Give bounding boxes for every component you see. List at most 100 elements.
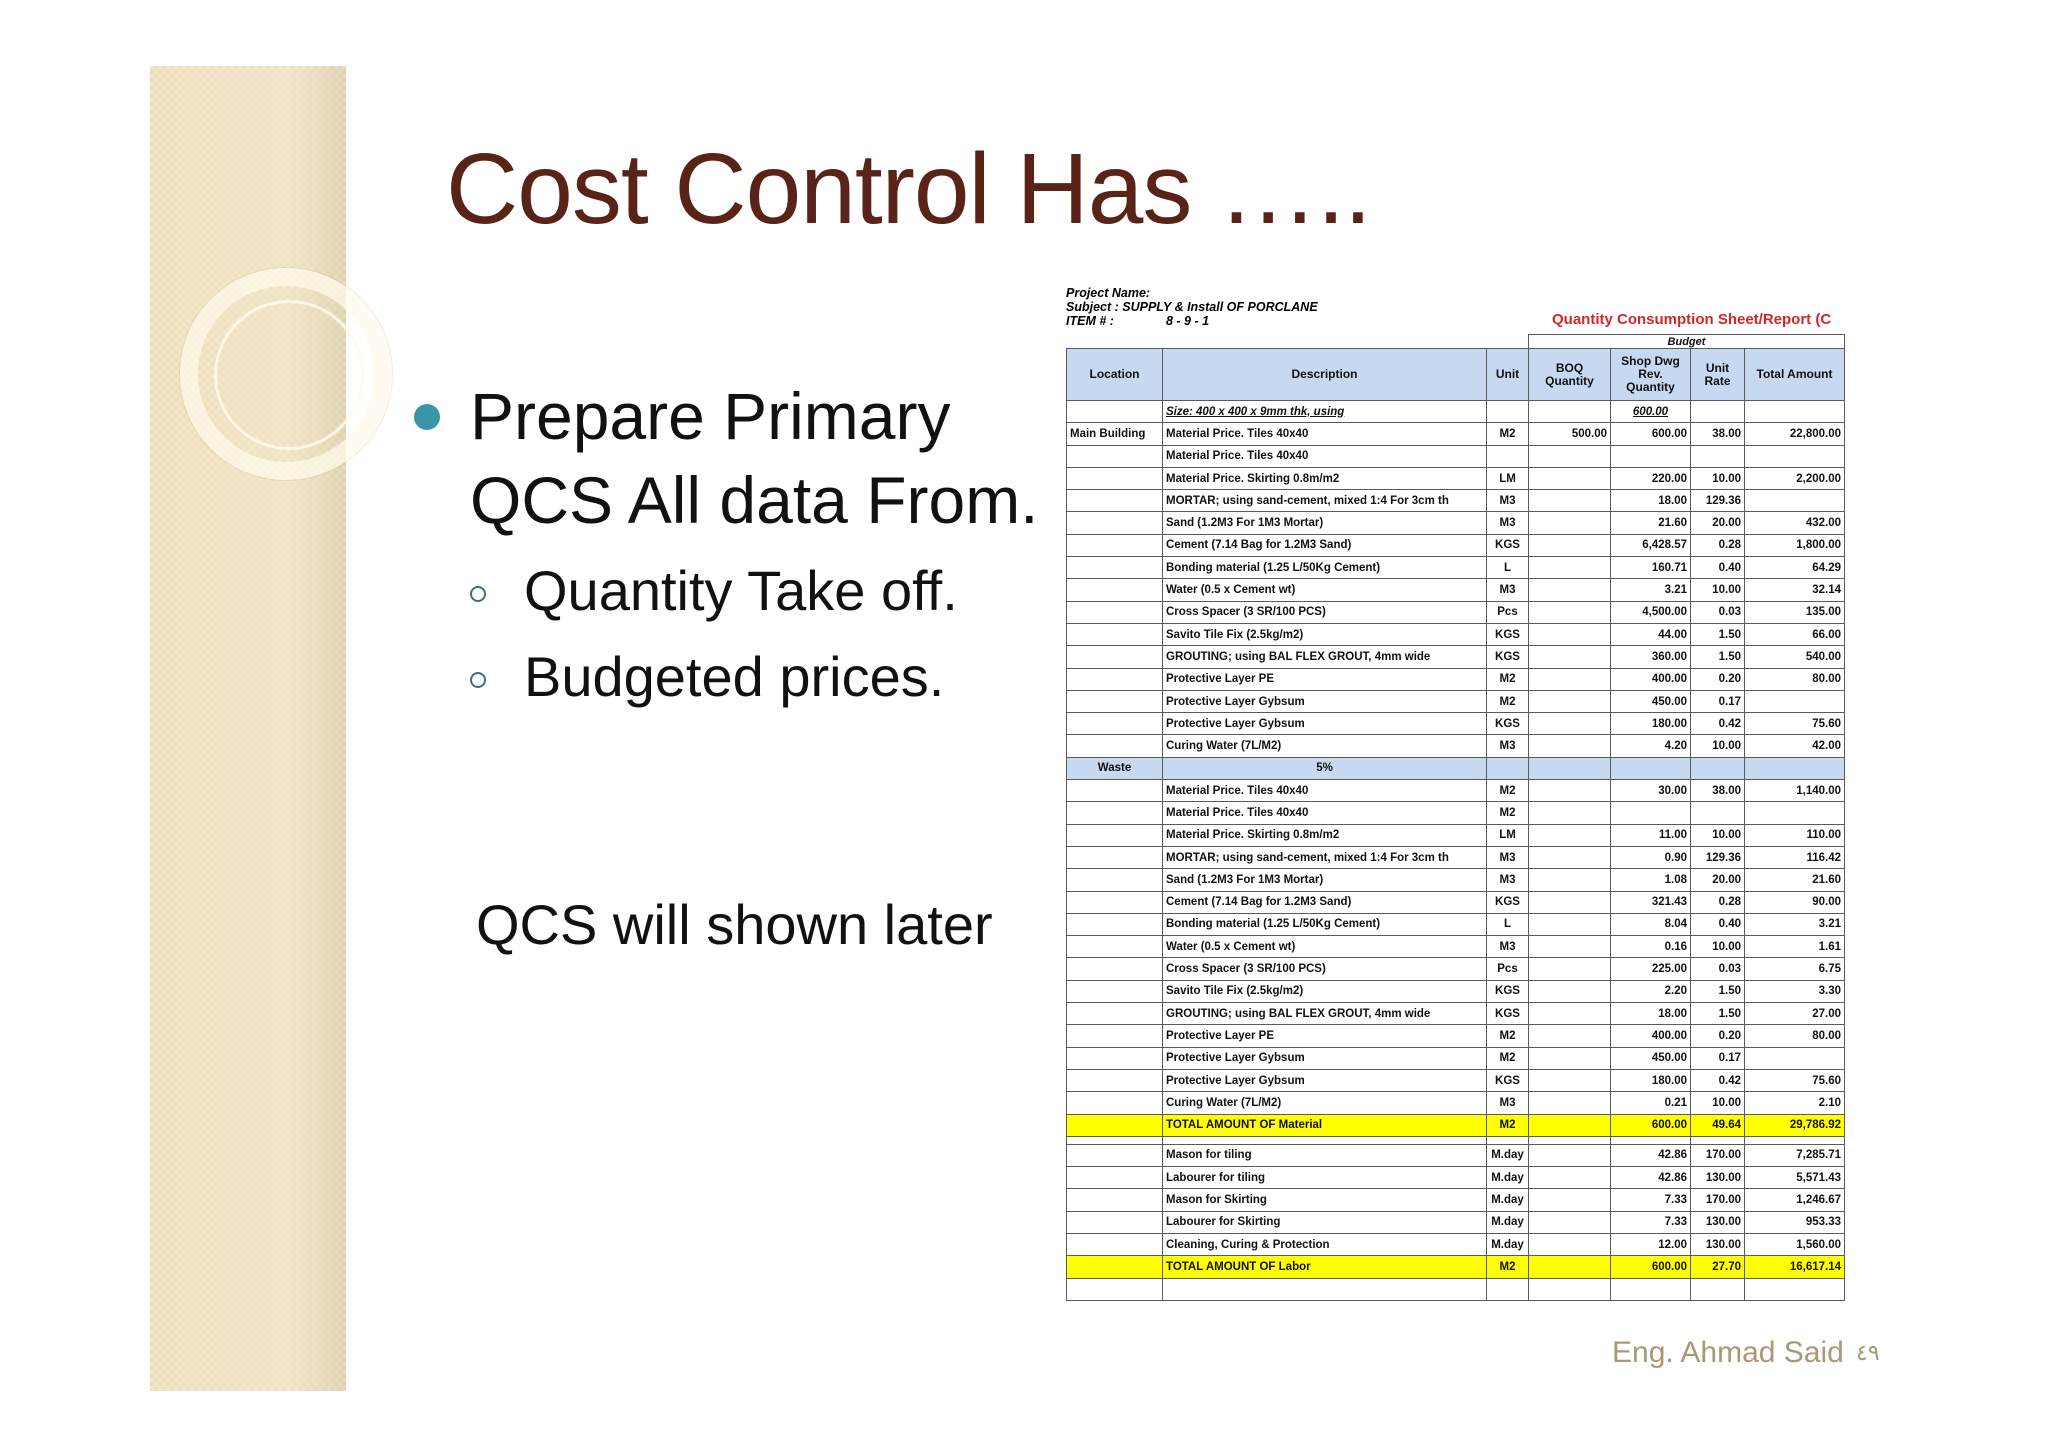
table-cell bbox=[1690, 444, 1745, 468]
table-cell: 400.00 bbox=[1610, 1024, 1691, 1048]
table-row: Mason for Skirting M.day 7.33 170.00 1,246.6… bbox=[1066, 1188, 1845, 1212]
table-cell: 450.00 bbox=[1610, 689, 1691, 714]
table-cell bbox=[1066, 1024, 1163, 1048]
sheet-report-title: Quantity Consumption Sheet/Report (C bbox=[1552, 311, 1832, 328]
table-cell: M3 bbox=[1486, 935, 1529, 959]
table-cell bbox=[1528, 935, 1611, 959]
table-cell: 225.00 bbox=[1610, 957, 1691, 981]
table-cell bbox=[1528, 734, 1611, 758]
table-cell: M2 bbox=[1486, 801, 1529, 825]
table-cell bbox=[1744, 1277, 1845, 1301]
table-row bbox=[1066, 1277, 1845, 1301]
table-cell bbox=[1066, 1232, 1163, 1257]
table-cell: Pcs bbox=[1486, 600, 1529, 624]
table-cell: 0.28 bbox=[1690, 533, 1745, 558]
table-cell bbox=[1744, 1135, 1845, 1145]
table-cell: 66.00 bbox=[1744, 622, 1845, 647]
table-cell bbox=[1528, 578, 1611, 602]
table-cell: 0.42 bbox=[1690, 712, 1745, 736]
table-cell bbox=[1486, 399, 1529, 424]
table-cell: 600.00 bbox=[1610, 399, 1691, 424]
table-cell: LM bbox=[1486, 823, 1529, 847]
table-cell: M2 bbox=[1486, 1113, 1529, 1137]
table-cell: Material Price. Skirting 0.8m/m2 bbox=[1162, 823, 1487, 847]
table-row: GROUTING; using BAL FLEX GROUT, 4mm wide… bbox=[1066, 1002, 1845, 1026]
table-cell: Protective Layer PE bbox=[1162, 667, 1487, 691]
table-cell bbox=[1066, 823, 1163, 847]
table-cell: Mason for tiling bbox=[1162, 1143, 1487, 1168]
table-cell: GROUTING; using BAL FLEX GROUT, 4mm wide bbox=[1162, 1002, 1487, 1026]
table-cell: 38.00 bbox=[1690, 422, 1745, 446]
table-cell bbox=[1528, 912, 1611, 937]
table-cell: Material Price. Skirting 0.8m/m2 bbox=[1162, 466, 1487, 491]
table-cell bbox=[1066, 1135, 1163, 1145]
table-cell bbox=[1066, 1166, 1163, 1190]
table-cell bbox=[1528, 466, 1611, 491]
table-cell: 130.00 bbox=[1690, 1210, 1745, 1234]
table-row: Cement (7.14 Bag for 1.2M3 Sand) KGS 321.4… bbox=[1066, 890, 1845, 914]
table-cell: 0.40 bbox=[1690, 912, 1745, 937]
table-cell: 450.00 bbox=[1610, 1046, 1691, 1070]
table-cell: 3.21 bbox=[1610, 578, 1691, 602]
table-cell bbox=[1066, 912, 1163, 937]
table-cell bbox=[1610, 1135, 1691, 1145]
table-cell bbox=[1690, 801, 1745, 825]
table-cell: 110.00 bbox=[1744, 823, 1845, 847]
table-cell: Protective Layer Gybsum bbox=[1162, 689, 1487, 714]
table-cell bbox=[1066, 511, 1163, 535]
table-cell: L bbox=[1486, 912, 1529, 937]
table-cell: 0.20 bbox=[1690, 1024, 1745, 1048]
table-row: Curing Water (7L/M2) M3 0.21 10.00 2.10 bbox=[1066, 1091, 1845, 1115]
table-cell bbox=[1744, 444, 1845, 468]
table-cell: 7.33 bbox=[1610, 1210, 1691, 1234]
table-cell: M3 bbox=[1486, 489, 1529, 513]
table-row: Bonding material (1.25 L/50Kg Cement) L 16… bbox=[1066, 556, 1845, 580]
table-row: Material Price. Skirting 0.8m/m2 LM 220.00… bbox=[1066, 466, 1845, 491]
table-cell: Bonding material (1.25 L/50Kg Cement) bbox=[1162, 556, 1487, 580]
table-cell: 75.60 bbox=[1744, 712, 1845, 736]
table-cell bbox=[1066, 1113, 1163, 1137]
table-cell bbox=[1066, 1188, 1163, 1212]
col-boq-quantity: BOQ Quantity bbox=[1528, 348, 1611, 401]
table-cell bbox=[1690, 1135, 1745, 1145]
table-row: Bonding material (1.25 L/50Kg Cement) L 8.… bbox=[1066, 912, 1845, 937]
col-unit-rate: Unit Rate bbox=[1690, 348, 1745, 401]
table-cell bbox=[1066, 1277, 1163, 1301]
table-cell bbox=[1162, 1135, 1487, 1145]
table-row: Water (0.5 x Cement wt) M3 0.16 10.00 1.61 bbox=[1066, 935, 1845, 959]
table-cell: 180.00 bbox=[1610, 1068, 1691, 1093]
table-cell bbox=[1744, 1046, 1845, 1070]
table-row: Material Price. Tiles 40x40 M2 30.00 38.00 1… bbox=[1066, 779, 1845, 803]
table-cell bbox=[1528, 622, 1611, 647]
table-cell: 600.00 bbox=[1610, 1113, 1691, 1137]
table-cell: L bbox=[1486, 556, 1529, 580]
table-row: Size: 400 x 400 x 9mm thk, using 600.00 bbox=[1066, 399, 1845, 424]
table-cell: 1.50 bbox=[1690, 622, 1745, 647]
table-cell: 64.29 bbox=[1744, 556, 1845, 580]
table-cell bbox=[1066, 667, 1163, 691]
table-cell: TOTAL AMOUNT OF Labor bbox=[1162, 1255, 1487, 1279]
table-cell: Labourer for Skirting bbox=[1162, 1210, 1487, 1234]
table-cell bbox=[1528, 1143, 1611, 1168]
table-cell bbox=[1066, 645, 1163, 669]
table-cell: 3.30 bbox=[1744, 979, 1845, 1004]
table-cell: 7.33 bbox=[1610, 1188, 1691, 1212]
col-unit: Unit bbox=[1486, 348, 1529, 401]
table-cell: 90.00 bbox=[1744, 890, 1845, 914]
table-cell bbox=[1528, 779, 1611, 803]
table-cell: 38.00 bbox=[1690, 779, 1745, 803]
table-cell bbox=[1066, 890, 1163, 914]
table-cell bbox=[1528, 1188, 1611, 1212]
table-cell: M.day bbox=[1486, 1232, 1529, 1257]
table-cell: Cross Spacer (3 SR/100 PCS) bbox=[1162, 957, 1487, 981]
table-cell: 80.00 bbox=[1744, 667, 1845, 691]
table-cell bbox=[1690, 756, 1745, 781]
table-cell: Cement (7.14 Bag for 1.2M3 Sand) bbox=[1162, 533, 1487, 558]
table-cell: 21.60 bbox=[1610, 511, 1691, 535]
table-cell bbox=[1066, 533, 1163, 558]
table-cell: Protective Layer Gybsum bbox=[1162, 712, 1487, 736]
table-cell: Curing Water (7L/M2) bbox=[1162, 1091, 1487, 1115]
table-cell: 3.21 bbox=[1744, 912, 1845, 937]
table-cell bbox=[1610, 756, 1691, 781]
decorative-inner-ring-icon bbox=[214, 300, 364, 450]
